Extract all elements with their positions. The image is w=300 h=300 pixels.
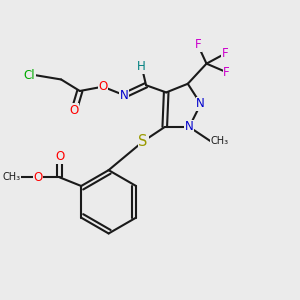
Text: F: F: [194, 38, 201, 51]
Text: Cl: Cl: [24, 69, 35, 82]
Text: CH₃: CH₃: [3, 172, 21, 182]
Text: O: O: [69, 104, 79, 117]
Text: CH₃: CH₃: [211, 136, 229, 146]
Text: H: H: [137, 60, 146, 73]
Text: S: S: [139, 134, 148, 149]
Text: F: F: [222, 47, 229, 60]
Text: N: N: [196, 98, 205, 110]
Text: O: O: [55, 150, 64, 163]
Text: N: N: [185, 121, 194, 134]
Text: O: O: [98, 80, 107, 93]
Text: N: N: [120, 89, 129, 102]
Text: O: O: [33, 171, 43, 184]
Text: F: F: [223, 66, 230, 79]
